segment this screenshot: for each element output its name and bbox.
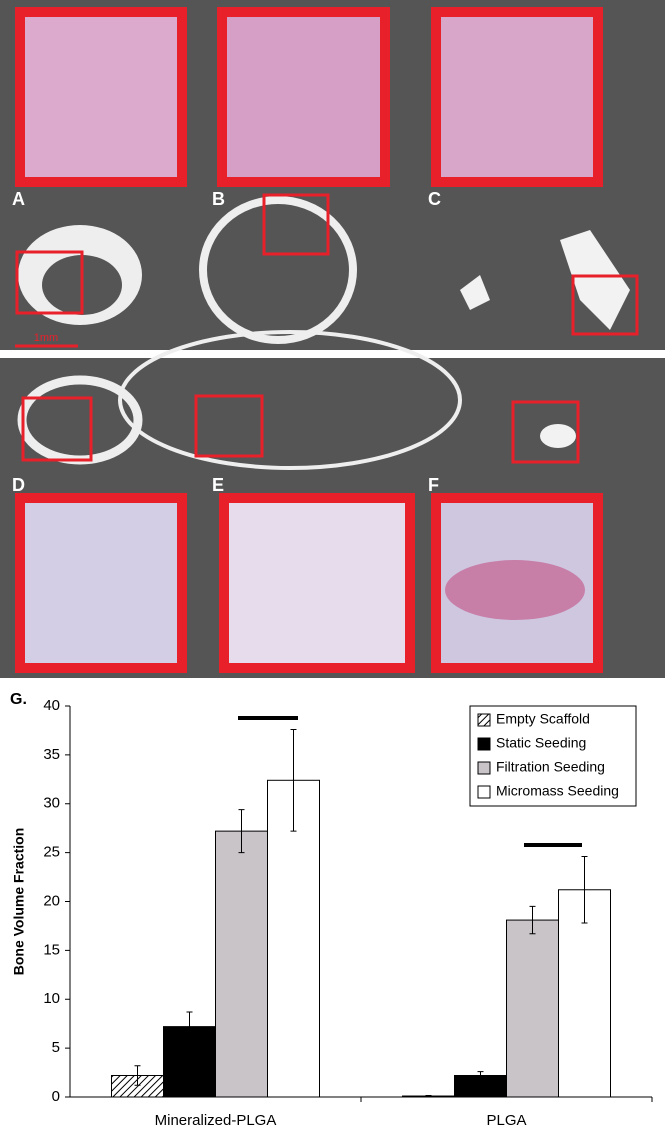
panel-label: E bbox=[212, 475, 224, 495]
y-tick-label: 30 bbox=[43, 795, 60, 812]
bar bbox=[506, 919, 559, 1098]
panel-label: B bbox=[212, 189, 225, 209]
microct-images bbox=[15, 193, 639, 470]
bar bbox=[215, 830, 268, 1098]
legend-box bbox=[469, 705, 637, 807]
y-tick-label: 20 bbox=[43, 892, 60, 909]
y-tick-label: 5 bbox=[52, 1039, 60, 1056]
panel-label: D bbox=[12, 475, 25, 495]
significance-bars bbox=[238, 716, 582, 847]
legend-label: Filtration Seeding bbox=[496, 759, 605, 775]
y-tick-label: 15 bbox=[43, 941, 60, 958]
legend-label: Static Seeding bbox=[496, 735, 586, 751]
x-tick-label: PLGA bbox=[486, 1112, 526, 1129]
legend-label: Empty Scaffold bbox=[496, 711, 590, 727]
error-bar bbox=[529, 905, 536, 935]
y-tick-label: 25 bbox=[43, 844, 60, 861]
y-tick-label: 40 bbox=[43, 697, 60, 714]
y-tick-label: 35 bbox=[43, 746, 60, 763]
y-axis-label: Bone Volume Fraction bbox=[11, 828, 27, 976]
y-tick-label: 10 bbox=[43, 990, 60, 1007]
error-bar bbox=[238, 809, 245, 854]
legend-swatch bbox=[477, 713, 491, 727]
legend-swatch bbox=[477, 737, 491, 751]
legend-label: Micromass Seeding bbox=[496, 783, 619, 799]
bar bbox=[267, 779, 320, 1098]
y-tick-label: 0 bbox=[52, 1088, 60, 1105]
error-bar bbox=[186, 1011, 193, 1042]
panel-label: F bbox=[428, 475, 439, 495]
error-bar bbox=[581, 856, 588, 924]
x-tick-label: Mineralized-PLGA bbox=[155, 1112, 277, 1129]
panel-label: G. bbox=[10, 691, 27, 708]
panel-label: C bbox=[428, 189, 441, 209]
error-bar bbox=[425, 1095, 432, 1098]
panel-label: A bbox=[12, 189, 25, 209]
legend-swatch bbox=[477, 761, 491, 775]
scale-bar-label: 1mm bbox=[34, 332, 58, 344]
legend-swatch bbox=[477, 785, 491, 799]
error-bar bbox=[477, 1071, 484, 1080]
error-bar bbox=[134, 1065, 141, 1086]
histology-images bbox=[15, 7, 603, 673]
bar bbox=[558, 889, 611, 1098]
error-bar bbox=[290, 728, 297, 832]
